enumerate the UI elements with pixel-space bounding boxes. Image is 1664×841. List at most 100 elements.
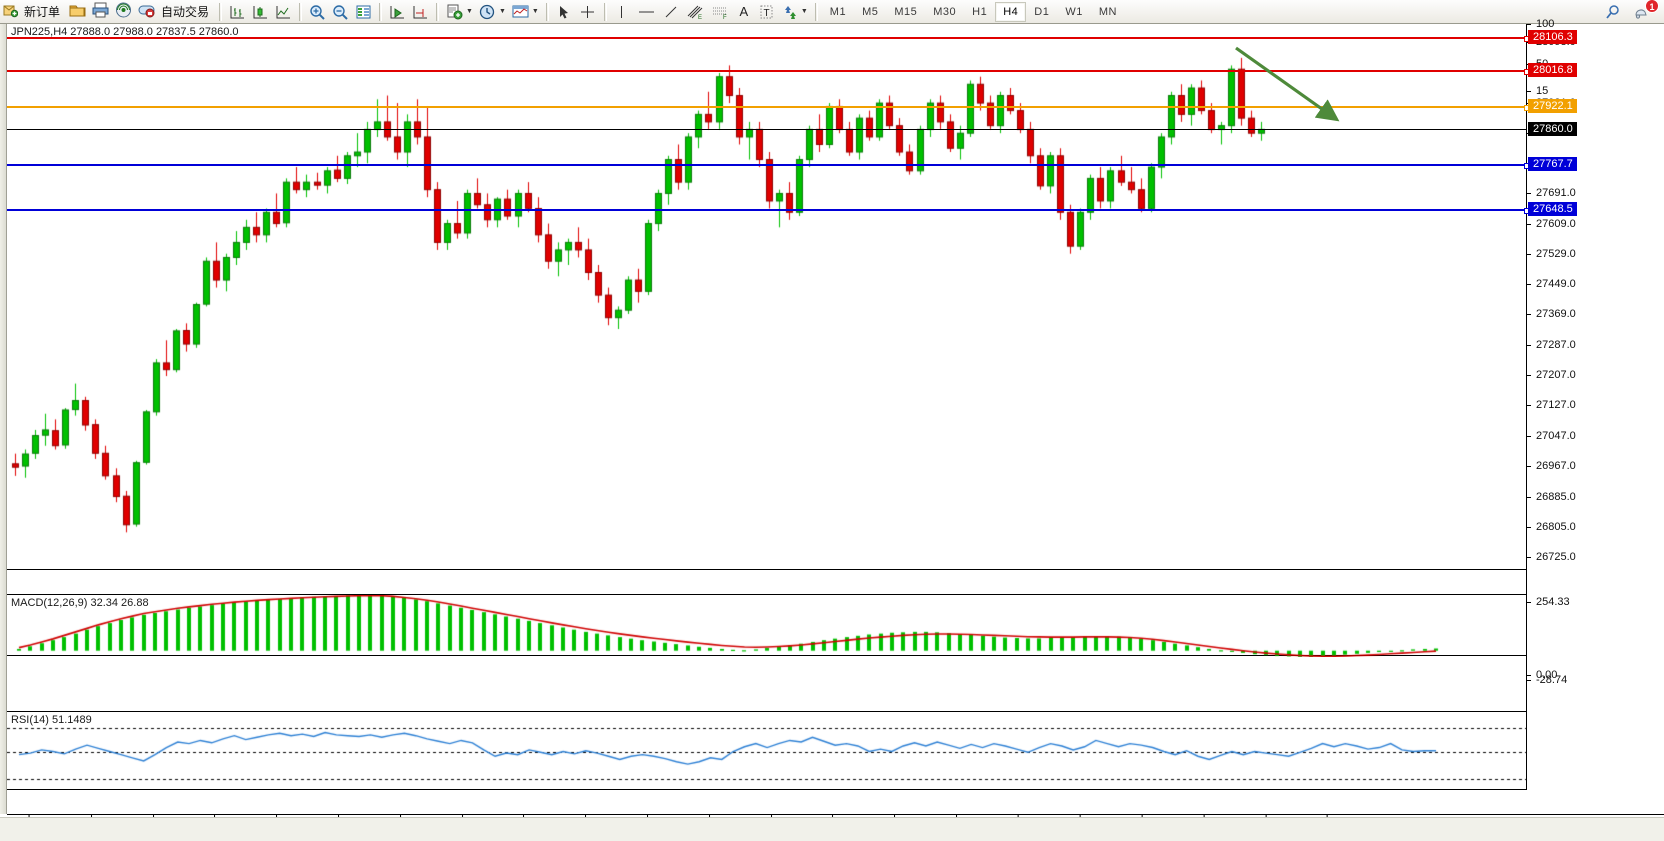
price-axis-flag-last-price[interactable]: 27860.0 — [1528, 122, 1577, 137]
clock-icon — [479, 4, 495, 19]
equidistant-channel-button[interactable]: E — [683, 1, 708, 23]
toolbar-group-tools: E F A T ▼ — [553, 0, 811, 24]
arrows-icon — [784, 5, 796, 19]
add-indicator-button[interactable]: ▼ — [443, 1, 476, 23]
period-button[interactable]: ▼ — [476, 1, 509, 23]
macd-pane[interactable]: MACD(12,26,9) 32.34 26.88 — [7, 594, 1526, 657]
text-label-tool-button[interactable]: T — [755, 1, 778, 23]
timeframe-button-m30[interactable]: M30 — [933, 5, 957, 18]
chart-area[interactable]: JPN225,H4 27888.0 27988.0 27837.5 27860.… — [0, 18, 1664, 841]
timeframe-button-m1[interactable]: M1 — [829, 5, 847, 18]
broadcast-icon-button[interactable] — [112, 1, 135, 23]
price-axis-tick: 27207.0 — [1527, 369, 1576, 381]
chevron-down-icon[interactable]: ▼ — [800, 8, 808, 15]
trendline-tool-button[interactable] — [660, 1, 683, 23]
price-axis-tick: 26967.0 — [1527, 460, 1576, 472]
price-level-line-3[interactable] — [7, 129, 1526, 131]
toolbar-group-orders: 新订单 — [0, 0, 215, 24]
toolbar-separator — [603, 2, 607, 21]
data-window-button[interactable] — [352, 1, 375, 23]
arrows-tool-button[interactable]: ▼ — [778, 1, 811, 23]
macd-axis-tick: -28.74 — [1527, 674, 1567, 686]
timeframe-button-m15[interactable]: M15 — [894, 5, 918, 18]
candlestick-chart-icon — [253, 5, 268, 18]
templates-button[interactable]: ▼ — [509, 1, 542, 23]
price-axis-tick: 27609.0 — [1527, 218, 1576, 230]
price-axis-flag-support[interactable]: 27767.7 — [1528, 157, 1577, 172]
notification-count-badge: 1 — [1645, 0, 1659, 13]
bar-chart-icon — [230, 5, 245, 18]
price-axis-tick: 27369.0 — [1527, 308, 1576, 320]
fibonacci-icon: F — [712, 7, 727, 20]
trendline-icon — [665, 6, 677, 17]
text-tool-button[interactable]: A — [733, 1, 755, 23]
price-chart-pane[interactable]: JPN225,H4 27888.0 27988.0 27837.5 27860.… — [7, 24, 1530, 570]
horizontal-line-icon — [638, 11, 654, 12]
toolbar-separator — [814, 2, 818, 21]
search-button[interactable] — [1601, 1, 1624, 23]
macd-axis-tick: 0.00 — [1527, 669, 1557, 681]
crosshair-tool-button[interactable] — [575, 1, 600, 23]
macd-canvas — [7, 595, 1526, 657]
price-level-line-2[interactable] — [7, 105, 1530, 112]
notifications-button[interactable]: 1 — [1630, 0, 1659, 23]
line-chart-icon — [276, 5, 291, 18]
price-axis-flag-support[interactable]: 27648.5 — [1528, 202, 1577, 217]
toolbar-group-shift — [386, 0, 432, 24]
folder-icon-button[interactable] — [66, 1, 89, 23]
price-axis-tick: 27449.0 — [1527, 278, 1576, 290]
timeframe-button-h1[interactable]: H1 — [972, 5, 988, 18]
price-level-line-5[interactable] — [7, 208, 1530, 215]
line-chart-button[interactable] — [272, 1, 295, 23]
print-icon-button[interactable] — [89, 1, 112, 23]
printer-icon — [92, 2, 109, 21]
price-axis-flag-resistance[interactable]: 28106.3 — [1528, 29, 1577, 44]
new-order-label: 新订单 — [24, 5, 61, 19]
crosshair-icon — [580, 5, 594, 18]
zoom-out-button[interactable] — [329, 1, 352, 23]
main-toolbar: 新订单 — [0, 0, 1664, 24]
bar-chart-button[interactable] — [226, 1, 249, 23]
price-axis[interactable]: 28093.028011.027931.027851.027691.027609… — [1526, 18, 1664, 790]
candlestick-chart-button[interactable] — [249, 1, 272, 23]
toolbar-separator — [545, 2, 549, 21]
price-axis-tick: 27287.0 — [1527, 339, 1576, 351]
vertical-line-icon — [621, 5, 623, 18]
cursor-tool-button[interactable] — [553, 1, 575, 23]
vertical-line-tool-button[interactable] — [611, 1, 633, 23]
rsi-axis-tick: 100 — [1527, 18, 1554, 30]
auto-trading-label: 自动交易 — [161, 5, 210, 19]
chart-shift-button[interactable] — [409, 1, 432, 23]
timeframe-button-w1[interactable]: W1 — [1065, 5, 1083, 18]
timeframe-button-m5[interactable]: M5 — [862, 5, 879, 18]
price-axis-tick: 26885.0 — [1527, 491, 1576, 503]
timeframe-button-mn[interactable]: MN — [1098, 5, 1117, 18]
price-axis-tick: 27127.0 — [1527, 399, 1576, 411]
toolbar-group-indicators: ▼ ▼ ▼ — [443, 0, 542, 24]
zoom-in-button[interactable] — [306, 1, 329, 23]
price-axis-flag-pivot[interactable]: 27922.1 — [1528, 99, 1577, 114]
price-level-line-4[interactable] — [7, 163, 1530, 170]
chart-shift-icon — [413, 5, 428, 18]
price-axis-tick: 26725.0 — [1527, 551, 1576, 563]
data-window-icon — [356, 5, 371, 18]
fibonacci-tool-button[interactable]: F — [708, 1, 733, 23]
chevron-down-icon[interactable]: ▼ — [531, 8, 539, 15]
auto-trading-button[interactable]: 自动交易 — [135, 1, 215, 23]
price-level-line-1[interactable] — [7, 69, 1530, 76]
chevron-down-icon[interactable]: ▼ — [466, 8, 473, 15]
chevron-down-icon[interactable]: ▼ — [498, 8, 506, 15]
rsi-pane[interactable]: RSI(14) 51.1489 — [7, 711, 1526, 791]
price-axis-flag-resistance[interactable]: 28016.8 — [1528, 63, 1577, 78]
folder-icon — [69, 2, 86, 21]
timeframe-button-h4[interactable]: H4 — [995, 1, 1027, 22]
auto-scroll-button[interactable] — [386, 1, 409, 23]
add-indicator-icon — [447, 4, 463, 19]
horizontal-line-tool-button[interactable] — [633, 1, 660, 23]
timeframe-button-d1[interactable]: D1 — [1034, 5, 1050, 18]
macd-title-label: MACD(12,26,9) 32.34 26.88 — [11, 597, 149, 609]
toolbar-separator — [379, 2, 383, 21]
symbol-ohlc-label: JPN225,H4 27888.0 27988.0 27837.5 27860.… — [11, 26, 239, 38]
new-order-button[interactable]: 新订单 — [0, 1, 66, 23]
macd-axis-tick: 254.33 — [1527, 596, 1570, 608]
